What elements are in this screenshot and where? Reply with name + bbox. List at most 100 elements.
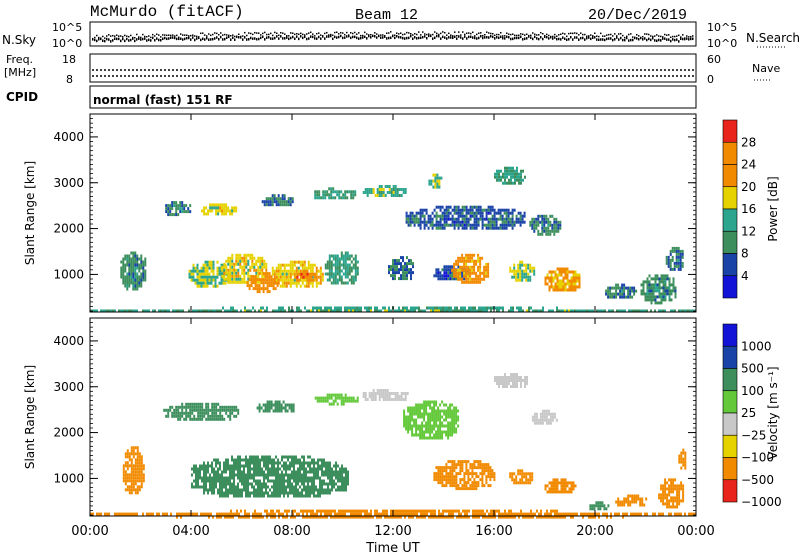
data-cell (543, 229, 546, 233)
data-cell (679, 258, 682, 262)
data-cell (259, 473, 261, 477)
data-cell (457, 277, 460, 281)
data-cell (167, 210, 170, 214)
noise-point (652, 36, 654, 40)
data-cell (263, 491, 265, 495)
data-cell (297, 473, 299, 477)
data-cell (346, 281, 349, 285)
data-cell (570, 490, 573, 494)
data-cell (394, 262, 396, 266)
data-cell (654, 277, 657, 281)
data-cell (435, 223, 438, 227)
data-cell (439, 214, 442, 218)
data-cell (239, 274, 242, 278)
data-cell (529, 220, 532, 224)
data-cell (682, 451, 685, 455)
noise-point (256, 32, 258, 34)
data-cell (555, 217, 558, 221)
data-cell (132, 464, 135, 468)
noise-point (282, 32, 284, 34)
data-cell (319, 458, 321, 462)
data-cell (455, 487, 458, 491)
data-cell (670, 298, 673, 302)
data-cell (461, 226, 464, 230)
data-cell (513, 275, 516, 279)
data-cell (453, 466, 456, 470)
data-cell (189, 408, 192, 412)
data-cell (266, 284, 269, 288)
data-cell (136, 461, 139, 465)
noise-point (396, 32, 398, 34)
data-cell (595, 504, 598, 508)
data-cell (390, 194, 393, 197)
data-cell (489, 478, 492, 482)
data-cell (193, 408, 196, 412)
data-cell (469, 259, 472, 263)
data-cell (328, 263, 331, 267)
data-cell (576, 309, 578, 313)
data-cell (219, 417, 222, 421)
data-cell (211, 461, 213, 465)
data-cell (556, 267, 559, 271)
data-cell (346, 254, 349, 258)
data-cell (511, 226, 514, 230)
data-cell (481, 214, 484, 218)
data-cell (518, 309, 520, 313)
data-cell (408, 259, 410, 263)
data-cell (167, 408, 170, 412)
data-cell (489, 226, 492, 230)
data-cell (668, 280, 671, 284)
noise-point (102, 39, 104, 42)
noise-point (378, 34, 380, 38)
data-cell (310, 272, 313, 276)
data-cell (261, 491, 263, 495)
data-cell (289, 263, 292, 267)
data-cell (475, 466, 478, 470)
data-cell (334, 190, 337, 194)
data-cell (261, 473, 263, 477)
data-cell (221, 488, 223, 492)
data-cell (278, 406, 281, 410)
data-cell (519, 478, 522, 482)
data-cell (451, 463, 454, 467)
data-cell (165, 204, 168, 208)
data-cell (301, 278, 304, 282)
data-cell (285, 284, 288, 288)
data-cell (136, 467, 139, 471)
noise-point (340, 31, 342, 34)
data-cell (465, 274, 468, 278)
data-cell (195, 464, 197, 468)
data-cell (445, 472, 448, 476)
data-cell (672, 487, 675, 491)
data-cell (259, 470, 261, 474)
data-cell (398, 398, 401, 401)
data-cell (293, 476, 295, 480)
noise-point (512, 33, 514, 35)
data-cell (212, 278, 215, 282)
data-cell (338, 257, 341, 261)
data-cell (124, 482, 127, 486)
data-cell (317, 464, 319, 468)
noise-point (380, 34, 382, 36)
data-cell (519, 275, 522, 279)
data-cell (191, 411, 194, 415)
data-cell (650, 295, 653, 299)
data-cell (201, 411, 204, 415)
data-cell (225, 491, 227, 495)
data-cell (372, 191, 375, 194)
data-cell (372, 398, 375, 401)
data-cell (291, 491, 293, 495)
noise-point (198, 36, 200, 40)
data-cell (130, 281, 133, 285)
data-cell (207, 411, 210, 415)
data-cell (517, 481, 520, 485)
data-cell (136, 257, 139, 261)
data-cell (319, 275, 322, 279)
data-cell (336, 272, 339, 276)
data-cell (471, 253, 474, 257)
data-cell (245, 461, 247, 465)
data-cell (551, 214, 554, 218)
data-cell (475, 208, 478, 212)
data-cell (126, 287, 129, 291)
data-cell (441, 484, 444, 488)
